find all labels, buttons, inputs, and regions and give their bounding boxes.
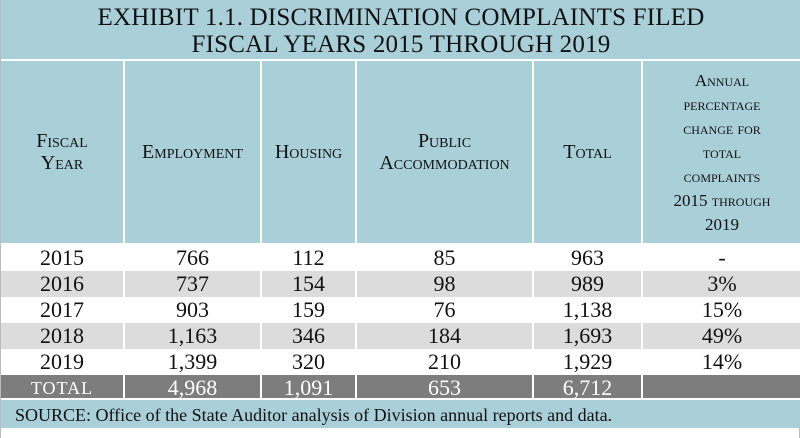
total-housing: 1,091 xyxy=(261,375,357,401)
cell-total: 1,138 xyxy=(533,297,643,323)
cell-annual-change: 15% xyxy=(642,297,800,323)
totals-row: TOTAL 4,968 1,091 653 6,712 xyxy=(1,375,800,401)
header-total: Total xyxy=(533,61,643,244)
cell-annual-change: 49% xyxy=(642,323,800,349)
cell-year: 2017 xyxy=(1,297,125,323)
source-note: SOURCE: Office of the State Auditor anal… xyxy=(1,398,800,428)
table-row: 2017 903 159 76 1,138 15% xyxy=(1,297,800,323)
title-line-1: EXHIBIT 1.1. DISCRIMINATION COMPLAINTS F… xyxy=(97,4,705,31)
header-employment: Employment xyxy=(124,61,262,244)
cell-total: 963 xyxy=(533,243,643,271)
cell-annual-change: - xyxy=(642,243,800,271)
total-annual-change xyxy=(642,375,800,401)
table-row: 2015 766 112 85 963 - xyxy=(1,243,800,271)
total-label: TOTAL xyxy=(1,375,125,401)
cell-employment: 1,163 xyxy=(124,323,262,349)
cell-public-accommodation: 76 xyxy=(356,297,534,323)
cell-year: 2018 xyxy=(1,323,125,349)
cell-annual-change: 14% xyxy=(642,349,800,375)
total-total: 6,712 xyxy=(533,375,643,401)
header-row: Fiscal Year Employment Housing Public Ac… xyxy=(1,61,800,244)
table-row: 2019 1,399 320 210 1,929 14% xyxy=(1,349,800,375)
cell-year: 2016 xyxy=(1,271,125,297)
cell-housing: 112 xyxy=(261,243,357,271)
cell-total: 1,693 xyxy=(533,323,643,349)
cell-public-accommodation: 85 xyxy=(356,243,534,271)
cell-public-accommodation: 184 xyxy=(356,323,534,349)
header-fiscal-year: Fiscal Year xyxy=(1,61,125,244)
complaints-table: Fiscal Year Employment Housing Public Ac… xyxy=(1,61,800,401)
cell-year: 2015 xyxy=(1,243,125,271)
table-row: 2016 737 154 98 989 3% xyxy=(1,271,800,297)
total-public-accommodation: 653 xyxy=(356,375,534,401)
cell-employment: 766 xyxy=(124,243,262,271)
title-line-2: FISCAL YEARS 2015 THROUGH 2019 xyxy=(191,31,611,58)
table-row: 2018 1,163 346 184 1,693 49% xyxy=(1,323,800,349)
cell-employment: 1,399 xyxy=(124,349,262,375)
exhibit-title: EXHIBIT 1.1. DISCRIMINATION COMPLAINTS F… xyxy=(1,0,800,61)
cell-public-accommodation: 98 xyxy=(356,271,534,297)
cell-employment: 737 xyxy=(124,271,262,297)
cell-total: 989 xyxy=(533,271,643,297)
cell-annual-change: 3% xyxy=(642,271,800,297)
cell-total: 1,929 xyxy=(533,349,643,375)
header-housing: Housing xyxy=(261,61,357,244)
cell-housing: 346 xyxy=(261,323,357,349)
header-public-accommodation: Public Accommodation xyxy=(356,61,534,244)
cell-employment: 903 xyxy=(124,297,262,323)
cell-housing: 154 xyxy=(261,271,357,297)
cell-housing: 320 xyxy=(261,349,357,375)
cell-housing: 159 xyxy=(261,297,357,323)
cell-public-accommodation: 210 xyxy=(356,349,534,375)
cell-year: 2019 xyxy=(1,349,125,375)
header-annual-change: Annual percentage change for total compl… xyxy=(642,61,800,244)
total-employment: 4,968 xyxy=(124,375,262,401)
